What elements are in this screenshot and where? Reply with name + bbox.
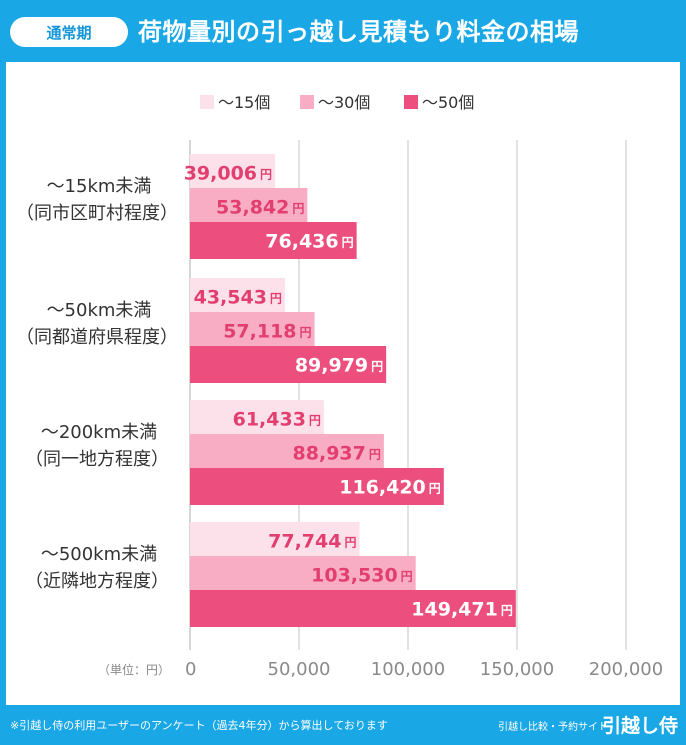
bar-value-label: 53,842: [216, 197, 289, 219]
category-label: 〜200km未満: [41, 422, 157, 443]
unit-label: （単位：円）: [98, 662, 170, 677]
brand-tagline: 引越し比較・予約サイト: [498, 722, 608, 733]
bar-value-suffix: 円: [270, 292, 282, 306]
bar-value-suffix: 円: [309, 414, 321, 428]
bar-value-suffix: 円: [292, 202, 304, 216]
bar-value-label: 116,420: [339, 477, 426, 499]
bar: [190, 556, 416, 593]
legend-swatch: [200, 95, 214, 109]
header: 通常期 荷物量別の引っ越し見積もり料金の相場: [0, 0, 686, 62]
category-label: 〜500km未満: [41, 544, 157, 565]
bar-value-label: 39,006: [184, 163, 257, 185]
bar: [190, 590, 516, 627]
legend-label: 〜15個: [218, 93, 270, 112]
bar-value-suffix: 円: [501, 604, 513, 618]
legend-swatch: [404, 95, 418, 109]
period-badge: 通常期: [10, 17, 128, 47]
bar-value-label: 103,530: [311, 565, 398, 587]
bar-value-suffix: 円: [344, 536, 356, 550]
category-label: 〜15km未満: [47, 176, 152, 197]
bar-value-suffix: 円: [260, 168, 272, 182]
bar-value-suffix: 円: [342, 236, 354, 250]
bar-value-label: 76,436: [265, 231, 338, 253]
page-title: 荷物量別の引っ越し見積もり料金の相場: [138, 18, 579, 46]
bar-value-label: 61,433: [233, 409, 306, 431]
bar-value-suffix: 円: [369, 448, 381, 462]
bar-value-label: 149,471: [411, 599, 498, 621]
category-label: （近隣地方程度）: [25, 571, 169, 592]
category-label: （同一地方程度）: [25, 449, 169, 470]
x-tick-label: 200,000: [589, 659, 663, 680]
footer: ※引越し侍の利用ユーザーのアンケート（過去4年分）から算出しております 引越し比…: [0, 705, 686, 745]
bar: [190, 434, 384, 471]
bar-value-suffix: 円: [401, 570, 413, 584]
brand-logo: 引越し侍: [602, 715, 679, 737]
x-tick-label: 100,000: [371, 659, 445, 680]
bar: [190, 154, 276, 191]
bar: [190, 400, 324, 437]
bar: [190, 522, 360, 559]
bar: [190, 346, 387, 383]
bar-value-suffix: 円: [371, 360, 383, 374]
category-label: （同都道府県程度）: [16, 327, 178, 348]
bar-value-label: 89,979: [295, 355, 368, 377]
category-label: （同市区町村程度）: [16, 203, 178, 224]
bar: [190, 312, 315, 349]
x-tick-label: 150,000: [480, 659, 554, 680]
bar-value-label: 57,118: [223, 321, 296, 343]
x-tick-label: 0: [185, 659, 196, 680]
bar-value-label: 77,744: [268, 531, 341, 553]
bar: [190, 188, 308, 225]
bar-value-label: 88,937: [293, 443, 366, 465]
chart-panel: 〜15個 〜30個 〜50個 39,006 円 53,842 円 76,436 円〜15km未満…: [6, 62, 680, 705]
bar: [190, 468, 444, 505]
survey-note: ※引越し侍の利用ユーザーのアンケート（過去4年分）から算出しております: [10, 719, 388, 732]
bar-value-suffix: 円: [300, 326, 312, 340]
legend-swatch: [300, 95, 314, 109]
category-label: 〜50km未満: [47, 300, 152, 321]
bar: [190, 222, 357, 259]
bar-value-suffix: 円: [429, 482, 441, 496]
x-tick-label: 50,000: [268, 659, 331, 680]
legend-label: 〜30個: [318, 93, 370, 112]
bar-value-label: 43,543: [194, 287, 267, 309]
bar: [190, 278, 285, 315]
legend-label: 〜50個: [422, 93, 474, 112]
